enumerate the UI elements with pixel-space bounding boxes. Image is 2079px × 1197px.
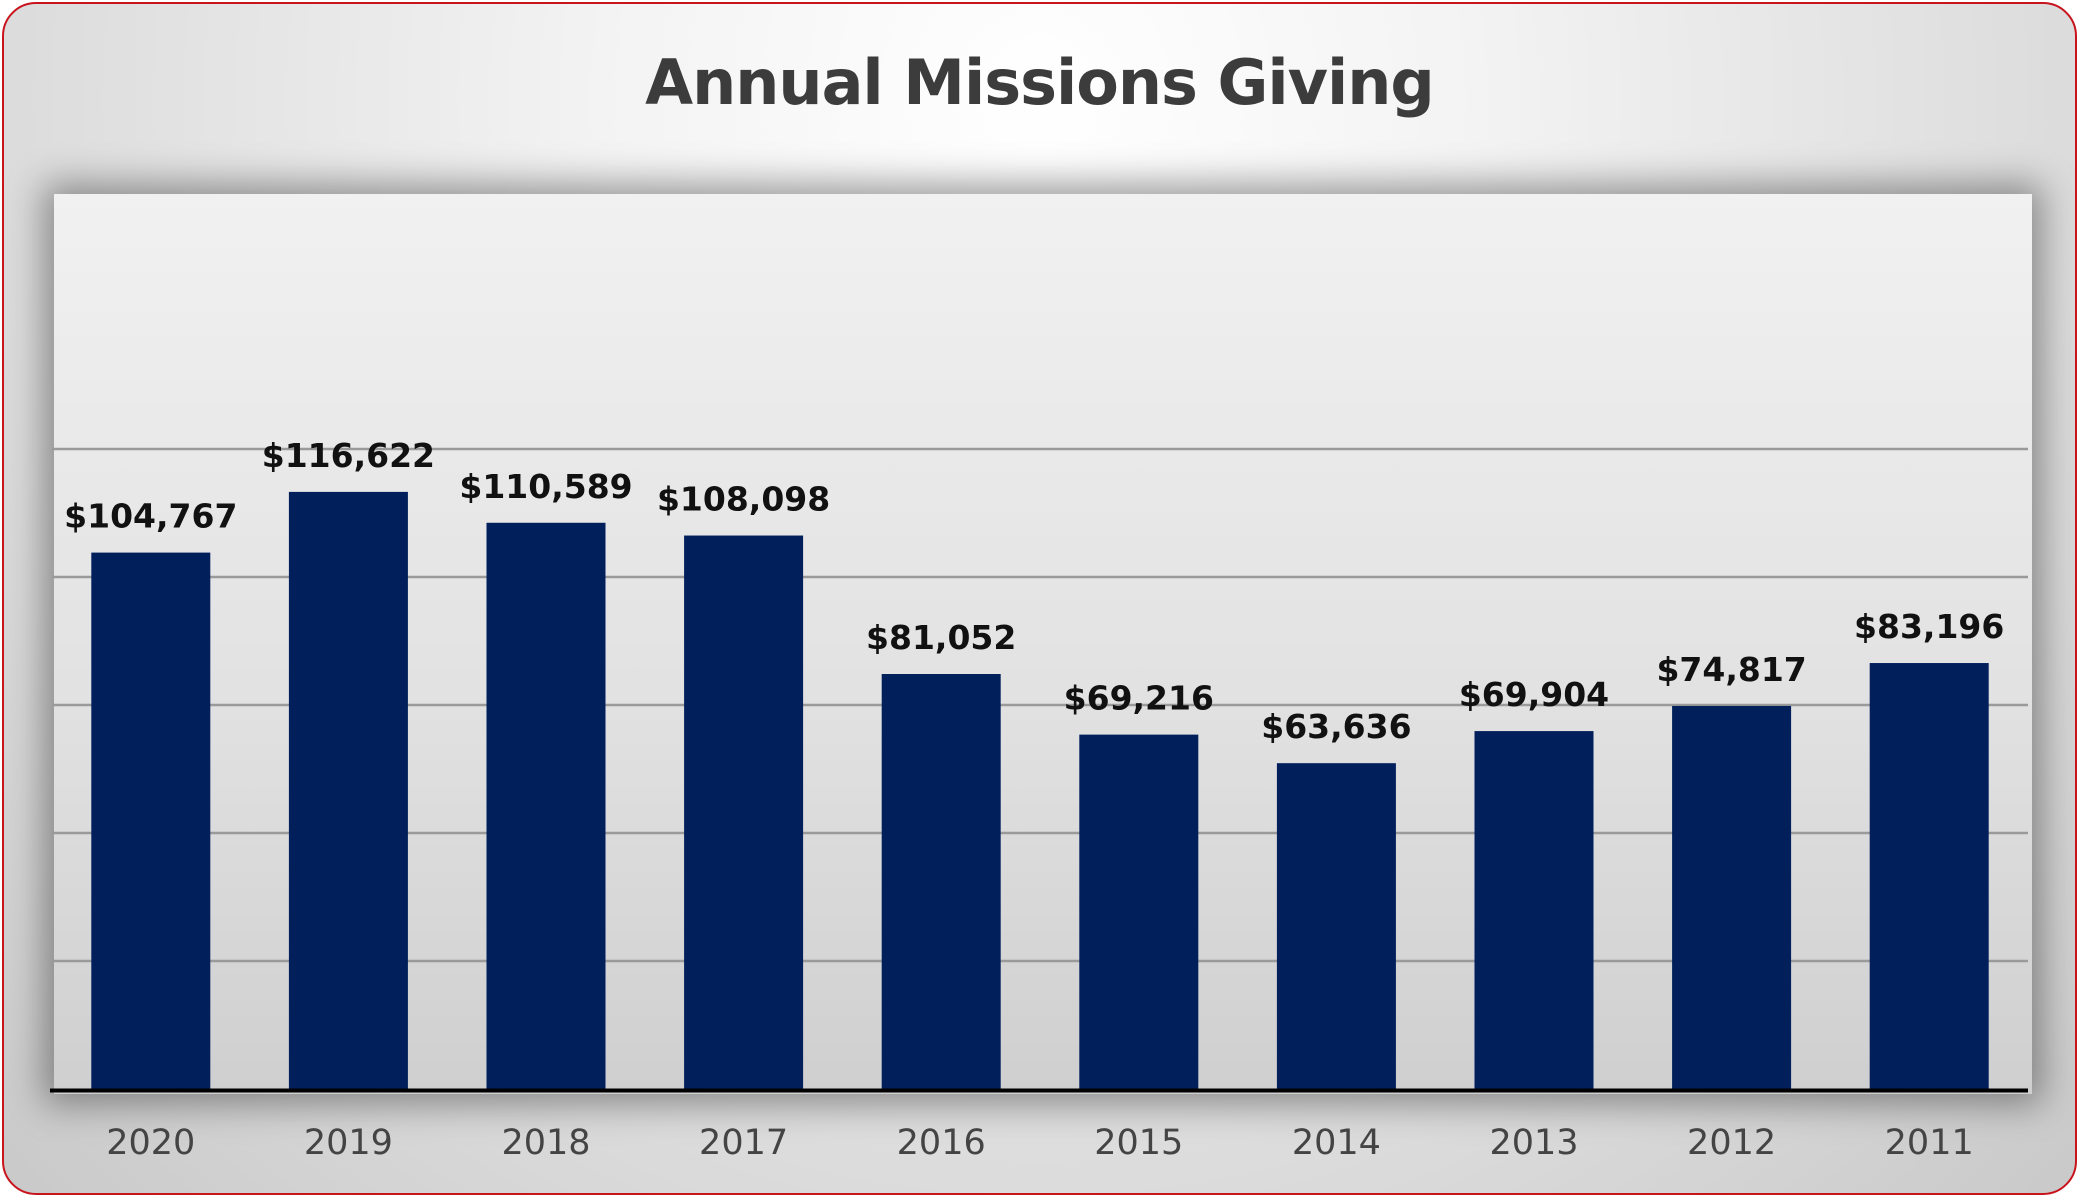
x-tick-label-2013: 2013: [1489, 1123, 1578, 1163]
chart-title: Annual Missions Giving: [645, 46, 1435, 119]
x-tick-label-2012: 2012: [1687, 1123, 1776, 1163]
data-label-2020: $104,767: [64, 497, 237, 536]
data-label-2014: $63,636: [1261, 707, 1411, 746]
bar-2015: [1079, 734, 1199, 1089]
data-label-2011: $83,196: [1854, 607, 2004, 646]
x-tick-label-2018: 2018: [501, 1123, 590, 1163]
x-tick-label-2017: 2017: [699, 1123, 788, 1163]
x-tick-label-2019: 2019: [304, 1123, 393, 1163]
data-label-2013: $69,904: [1459, 675, 1609, 714]
bar-2016: [881, 674, 1001, 1089]
bar-2019: [288, 491, 408, 1089]
x-tick-label-2020: 2020: [106, 1123, 195, 1163]
x-tick-label-2011: 2011: [1885, 1123, 1974, 1163]
data-label-2017: $108,098: [657, 480, 830, 519]
bar-2014: [1276, 763, 1396, 1089]
data-label-2012: $74,817: [1656, 650, 1806, 689]
bar-2013: [1474, 731, 1594, 1089]
data-label-2018: $110,589: [459, 467, 632, 506]
bar-2020: [91, 552, 211, 1089]
x-tick-label-2015: 2015: [1094, 1123, 1183, 1163]
x-tick-label-2016: 2016: [897, 1123, 986, 1163]
data-label-2015: $69,216: [1064, 679, 1214, 718]
bar-2012: [1672, 705, 1792, 1089]
bar-2018: [486, 522, 606, 1089]
bar-2011: [1869, 663, 1989, 1089]
data-label-2019: $116,622: [262, 436, 435, 475]
bar-2017: [684, 535, 804, 1089]
x-tick-label-2014: 2014: [1292, 1123, 1381, 1163]
data-label-2016: $81,052: [866, 618, 1016, 657]
